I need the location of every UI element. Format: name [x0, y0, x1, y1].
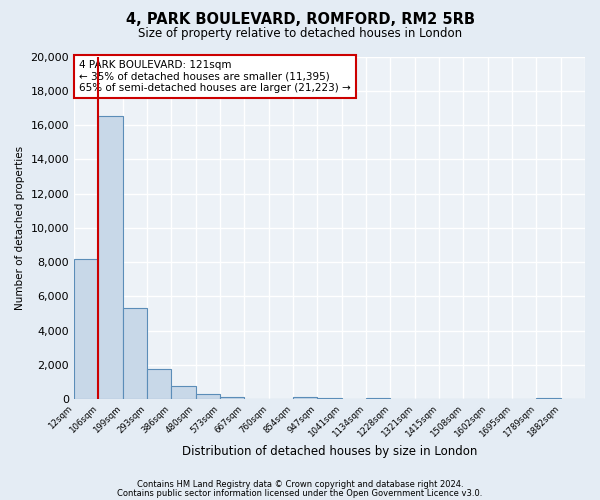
- Y-axis label: Number of detached properties: Number of detached properties: [15, 146, 25, 310]
- Text: 4, PARK BOULEVARD, ROMFORD, RM2 5RB: 4, PARK BOULEVARD, ROMFORD, RM2 5RB: [125, 12, 475, 28]
- Text: 4 PARK BOULEVARD: 121sqm
← 35% of detached houses are smaller (11,395)
65% of se: 4 PARK BOULEVARD: 121sqm ← 35% of detach…: [79, 60, 351, 93]
- Bar: [123, 308, 147, 399]
- Bar: [366, 398, 391, 399]
- Bar: [74, 258, 98, 399]
- Bar: [293, 398, 317, 399]
- Bar: [147, 369, 172, 399]
- Bar: [196, 394, 220, 399]
- X-axis label: Distribution of detached houses by size in London: Distribution of detached houses by size …: [182, 444, 477, 458]
- Bar: [536, 398, 560, 399]
- Text: Size of property relative to detached houses in London: Size of property relative to detached ho…: [138, 28, 462, 40]
- Bar: [317, 398, 341, 399]
- Bar: [172, 386, 196, 399]
- Text: Contains HM Land Registry data © Crown copyright and database right 2024.: Contains HM Land Registry data © Crown c…: [137, 480, 463, 489]
- Bar: [98, 116, 123, 399]
- Bar: [220, 396, 244, 399]
- Text: Contains public sector information licensed under the Open Government Licence v3: Contains public sector information licen…: [118, 488, 482, 498]
